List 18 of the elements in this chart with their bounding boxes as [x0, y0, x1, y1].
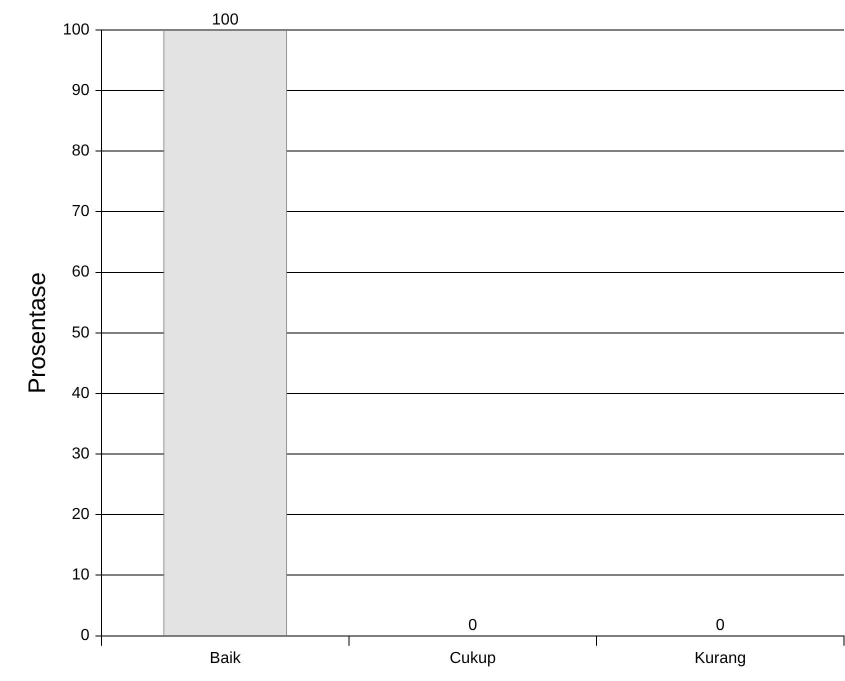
- data-label: 0: [716, 617, 725, 634]
- y-tick-label: 0: [80, 627, 90, 644]
- y-axis-title: Prosentase: [24, 272, 52, 394]
- y-tick-label: 40: [72, 384, 90, 402]
- y-tick-label: 90: [72, 82, 90, 99]
- x-tick-label: Baik: [210, 650, 242, 667]
- y-tick-label: 30: [72, 445, 90, 462]
- x-tick-label: Kurang: [694, 650, 746, 667]
- y-tick-label: 50: [72, 324, 90, 342]
- data-label: 100: [212, 11, 239, 28]
- data-label: 0: [468, 617, 478, 634]
- y-tick-label: 10: [72, 566, 90, 584]
- x-tick-label: Cukup: [450, 650, 496, 667]
- y-tick-label: 20: [72, 506, 90, 524]
- y-tick-label: 80: [72, 142, 90, 160]
- y-tick-label: 100: [62, 21, 90, 38]
- y-tick-label: 70: [72, 203, 90, 220]
- y-tick-label: 60: [72, 264, 90, 281]
